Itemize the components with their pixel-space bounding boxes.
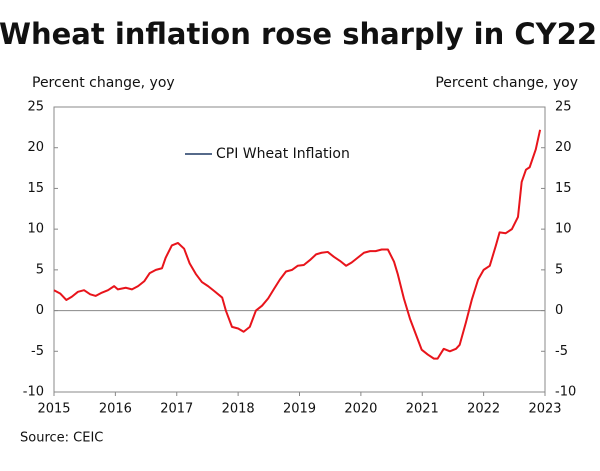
x-tick-label: 2020 <box>344 402 377 417</box>
x-tick-label: 2019 <box>283 402 316 417</box>
y-axis-title: Percent change, yoy <box>32 75 175 91</box>
y2-tick-label: 15 <box>555 181 572 196</box>
y2-tick-label: 5 <box>555 262 563 277</box>
x-tick-label: 2015 <box>37 402 70 417</box>
y2-tick-label: 25 <box>555 100 572 115</box>
y2-tick-label: -10 <box>555 385 576 400</box>
source: Source: CEIC <box>20 431 103 446</box>
y-tick-label: -5 <box>31 344 44 359</box>
y2-axis-title: Percent change, yoy <box>435 75 578 91</box>
x-tick-label: 2018 <box>222 402 255 417</box>
y2-tick-label: -5 <box>555 344 568 359</box>
line-series <box>53 129 542 360</box>
y-tick-label: -10 <box>23 385 44 400</box>
y-tick-label: 5 <box>36 262 44 277</box>
legend-label: CPI Wheat Inflation <box>216 146 350 162</box>
y2-tick-label: 0 <box>555 303 563 318</box>
y2-tick-label: 20 <box>555 140 572 155</box>
y-tick-label: 15 <box>27 181 44 196</box>
x-tick-label: 2023 <box>528 402 561 417</box>
y-tick-label: 10 <box>27 222 44 237</box>
y-tick-label: 20 <box>27 140 44 155</box>
y-tick-label: 25 <box>27 100 44 115</box>
x-tick-label: 2017 <box>160 402 193 417</box>
x-tick-label: 2016 <box>99 402 132 417</box>
y-tick-label: 0 <box>36 303 44 318</box>
y2-tick-label: 10 <box>555 222 572 237</box>
chart-title: Wheat inflation rose sharply in CY22 <box>0 17 597 51</box>
x-tick-label: 2022 <box>467 402 500 417</box>
x-tick-label: 2021 <box>406 402 439 417</box>
